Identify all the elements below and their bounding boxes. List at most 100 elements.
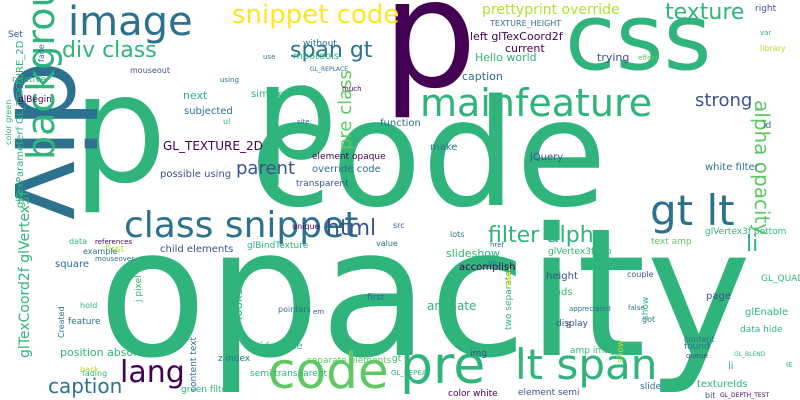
word: snippet code	[232, 0, 400, 30]
word: pre class	[335, 70, 356, 150]
word: GL_REPEAT	[391, 369, 431, 377]
word: html	[326, 216, 377, 241]
word: li	[746, 232, 759, 257]
word: bit	[705, 391, 716, 400]
word: next	[183, 89, 208, 102]
word: opacity	[98, 190, 752, 397]
word: much	[342, 85, 362, 93]
word: value	[376, 239, 398, 248]
word: content	[684, 335, 715, 344]
word: couple	[627, 270, 654, 279]
word: slideshow	[446, 247, 501, 260]
word: GL_BLEND	[734, 351, 766, 358]
word: GL_REPLACE	[310, 66, 349, 73]
word: image	[68, 0, 193, 45]
word: color green	[4, 99, 13, 145]
word: display	[556, 319, 588, 329]
word: left glTexCoord2f	[470, 30, 563, 43]
word: looks	[231, 288, 245, 320]
word: src	[393, 221, 405, 230]
word: lang	[120, 355, 185, 390]
word: filter alpha	[488, 223, 608, 248]
word: current	[505, 42, 545, 55]
word: page	[706, 291, 731, 302]
word: Created	[57, 306, 66, 338]
word: lots	[450, 230, 465, 239]
word: first	[367, 293, 385, 303]
word: site	[297, 118, 310, 126]
word: mouseout	[130, 66, 170, 75]
word: code	[268, 342, 389, 400]
word: p	[255, 37, 338, 189]
word: glTexParameterf GL_TEXTURE_2D	[15, 40, 26, 208]
word: jQuery	[530, 152, 564, 163]
word: go	[488, 259, 497, 267]
word: id	[763, 121, 772, 131]
word: span gt	[290, 38, 373, 63]
word: GL_DEPTH_TEST	[720, 392, 770, 399]
word: p	[72, 43, 168, 217]
word: p	[382, 0, 478, 122]
word: element semi	[518, 388, 580, 398]
word: ul	[223, 117, 231, 126]
word: references	[95, 238, 133, 246]
word: false	[628, 304, 645, 312]
word: j	[507, 266, 513, 287]
word: semi transparent	[250, 369, 327, 379]
word: img	[470, 349, 487, 359]
word: parent	[236, 158, 296, 179]
word: show	[616, 339, 626, 363]
word: loads	[546, 287, 573, 298]
word: glBindTexture	[247, 241, 309, 251]
word: TEXTURE_HEIGHT	[490, 19, 562, 28]
word: em	[313, 308, 325, 316]
word: use	[263, 53, 276, 61]
word: data	[69, 237, 88, 246]
word: relative	[12, 75, 46, 85]
word: content text	[189, 336, 199, 392]
word: child elements	[160, 244, 234, 255]
word: var	[760, 29, 772, 37]
word: glVertex3f top	[548, 247, 612, 257]
word: pre	[400, 336, 486, 396]
word: 8	[566, 321, 572, 330]
word: trying	[597, 51, 630, 64]
word: gt lt	[650, 186, 735, 235]
word: textureIds	[697, 379, 748, 390]
word: separate elements	[307, 356, 392, 366]
word: position absolute	[60, 346, 155, 359]
word: Hello world	[475, 51, 537, 64]
word: css	[565, 0, 712, 91]
word: GL_TEXTURE_2D	[163, 139, 263, 153]
word: li	[728, 361, 734, 372]
word: white filter	[705, 162, 759, 173]
word: caption	[462, 70, 503, 83]
word: pointers	[278, 305, 311, 314]
word: strong	[695, 90, 753, 111]
word: hold	[80, 301, 98, 310]
word: texture	[665, 0, 745, 25]
word: data hide	[740, 325, 783, 335]
word: square	[55, 259, 90, 270]
word: transparent	[296, 179, 349, 189]
word: unique	[292, 222, 320, 231]
word: div class	[62, 38, 157, 63]
word: simple	[251, 89, 285, 100]
word: glTexCoord2f glVertex3f	[17, 191, 33, 358]
word: without	[303, 39, 337, 49]
word: using	[220, 76, 239, 84]
word: override code	[312, 164, 381, 175]
word: glVertex3f bottom	[705, 227, 787, 237]
word: got	[642, 315, 656, 324]
word: appreciated	[569, 305, 611, 313]
word: caption	[48, 374, 123, 398]
word: hide false	[254, 341, 303, 352]
word: IE	[786, 361, 793, 369]
word: library	[760, 44, 786, 53]
word: back	[80, 365, 100, 374]
word: amp images	[570, 346, 626, 356]
word: example	[83, 247, 118, 256]
word: glBegin	[18, 95, 52, 105]
word: text amp	[651, 237, 692, 247]
